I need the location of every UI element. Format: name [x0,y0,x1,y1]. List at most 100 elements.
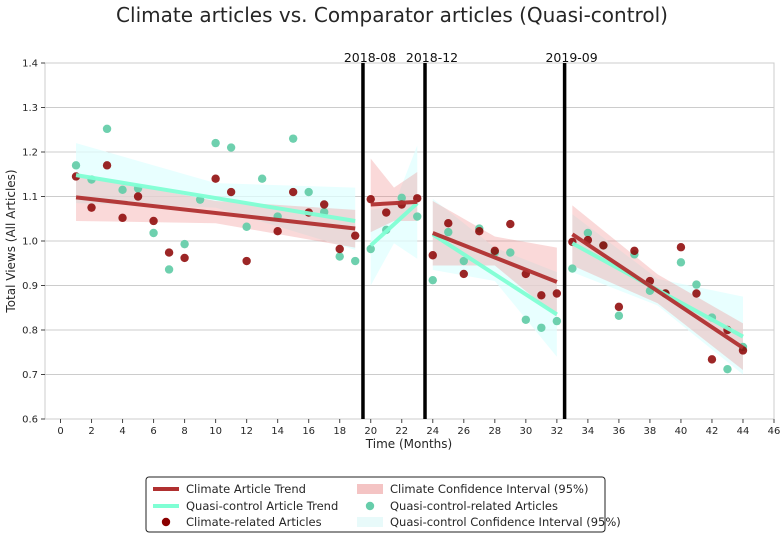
climate-point [242,256,251,266]
x-tick-label: 22 [395,426,408,437]
x-tick-label: 32 [550,426,563,437]
y-tick-label: 0.6 [22,415,38,426]
climate-point [273,227,282,236]
x-tick-label: 24 [426,426,439,437]
quasi-control-point [506,248,515,257]
climate-point [226,187,236,197]
trend-lines [75,173,745,350]
quasi-control-point [242,222,251,231]
x-tick-label: 18 [333,426,346,437]
quasi-control-point [568,264,577,273]
quasi-control-point [102,124,112,134]
climate-point [366,194,375,204]
y-tick-label: 0.7 [22,370,38,381]
climate-point [335,244,344,254]
event-label: 2018-12 [406,50,458,65]
climate-point [537,291,546,300]
x-tick-label: 36 [613,426,626,437]
legend-label: Climate Article Trend [186,482,306,496]
climate-point [87,203,96,212]
chart-title: Climate articles vs. Comparator articles… [116,3,668,27]
climate-point [506,219,515,229]
climate-point [180,253,189,263]
y-tick-label: 1.1 [22,192,38,203]
event-label: 2018-08 [344,50,396,65]
climate-point [382,208,391,217]
quasi-control-point [521,315,531,324]
climate-point [164,248,174,257]
x-tick-label: 2 [88,426,94,437]
climate-point [211,174,220,183]
x-tick-label: 12 [240,426,253,437]
legend-patch-swatch [357,517,383,527]
climate-trend-line [571,232,745,350]
x-tick-label: 40 [675,426,688,437]
y-tick-label: 0.9 [22,281,38,292]
quasi-control-point [444,227,453,237]
x-tick-label: 10 [209,426,222,437]
y-axis-label: Total Views (All Articles) [4,169,18,313]
y-tick-label: 1.3 [22,103,38,114]
climate-trend-line [370,199,418,207]
y-tick-label: 1.2 [22,148,38,159]
quasi-control-point [676,258,686,267]
quasi-control-confidence-band [572,214,743,375]
quasi-control-trend-line [75,173,356,223]
legend-box [145,476,606,533]
y-axis: 0.6 0.7 0.8 0.9 1.0 1.1 1.2 1.3 1.4 [22,59,45,426]
climate-trend-line [75,195,356,231]
x-tick-label: 26 [457,426,470,437]
legend-items: Climate Article Trend Climate Confidence … [153,482,621,529]
climate-point [351,231,360,240]
climate-point [692,289,701,298]
quasi-control-point [71,161,81,170]
x-tick-label: 42 [706,426,719,437]
climate-point [118,213,127,223]
x-tick-label: 16 [302,426,315,437]
legend-label: Climate Confidence Interval (95%) [390,482,588,496]
plot-area: 2018-08 2018-12 2019-09 [44,50,775,420]
x-axis-label: Time (Months) [365,437,452,451]
climate-point [614,302,624,312]
x-tick-label: 28 [488,426,501,437]
quasi-control-point [537,323,546,332]
x-tick-label: 38 [644,426,657,437]
climate-point [102,161,112,170]
x-tick-label: 46 [768,426,781,437]
y-tick-label: 0.8 [22,326,38,337]
quasi-control-point [288,134,298,143]
x-tick-label: 34 [582,426,595,437]
legend-label: Climate-related Articles [186,515,322,529]
climate-point [444,219,453,228]
quasi-control-point [211,138,220,148]
x-tick-label: 30 [519,426,532,437]
quasi-control-point [351,256,360,266]
quasi-control-point [723,364,732,374]
x-tick-label: 0 [57,426,63,437]
x-tick-label: 4 [119,426,125,437]
quasi-control-confidence-band [370,145,418,286]
climate-point [676,243,686,252]
y-tick-label: 1.0 [22,237,38,248]
quasi-control-point [149,228,158,238]
quasi-control-trend-line [431,232,558,317]
x-tick-label: 20 [364,426,377,437]
y-tick-label: 1.4 [22,59,38,70]
climate-point [490,246,500,255]
quasi-control-trend-line [369,201,419,247]
legend-label: Quasi-control Article Trend [186,499,338,513]
x-tick-label: 44 [737,426,750,437]
quasi-control-point [428,275,437,285]
climate-point [133,192,143,201]
quasi-control-point [692,280,701,289]
climate-point [319,200,329,209]
quasi-control-point [459,256,468,266]
climate-point [630,246,639,255]
quasi-control-point [552,316,562,326]
event-label: 2019-09 [545,50,597,65]
climate-point [475,227,484,236]
event-lines: 2018-08 2018-12 2019-09 [344,50,598,419]
legend: Climate Article Trend Climate Confidence … [145,476,621,533]
climate-point [149,216,158,226]
